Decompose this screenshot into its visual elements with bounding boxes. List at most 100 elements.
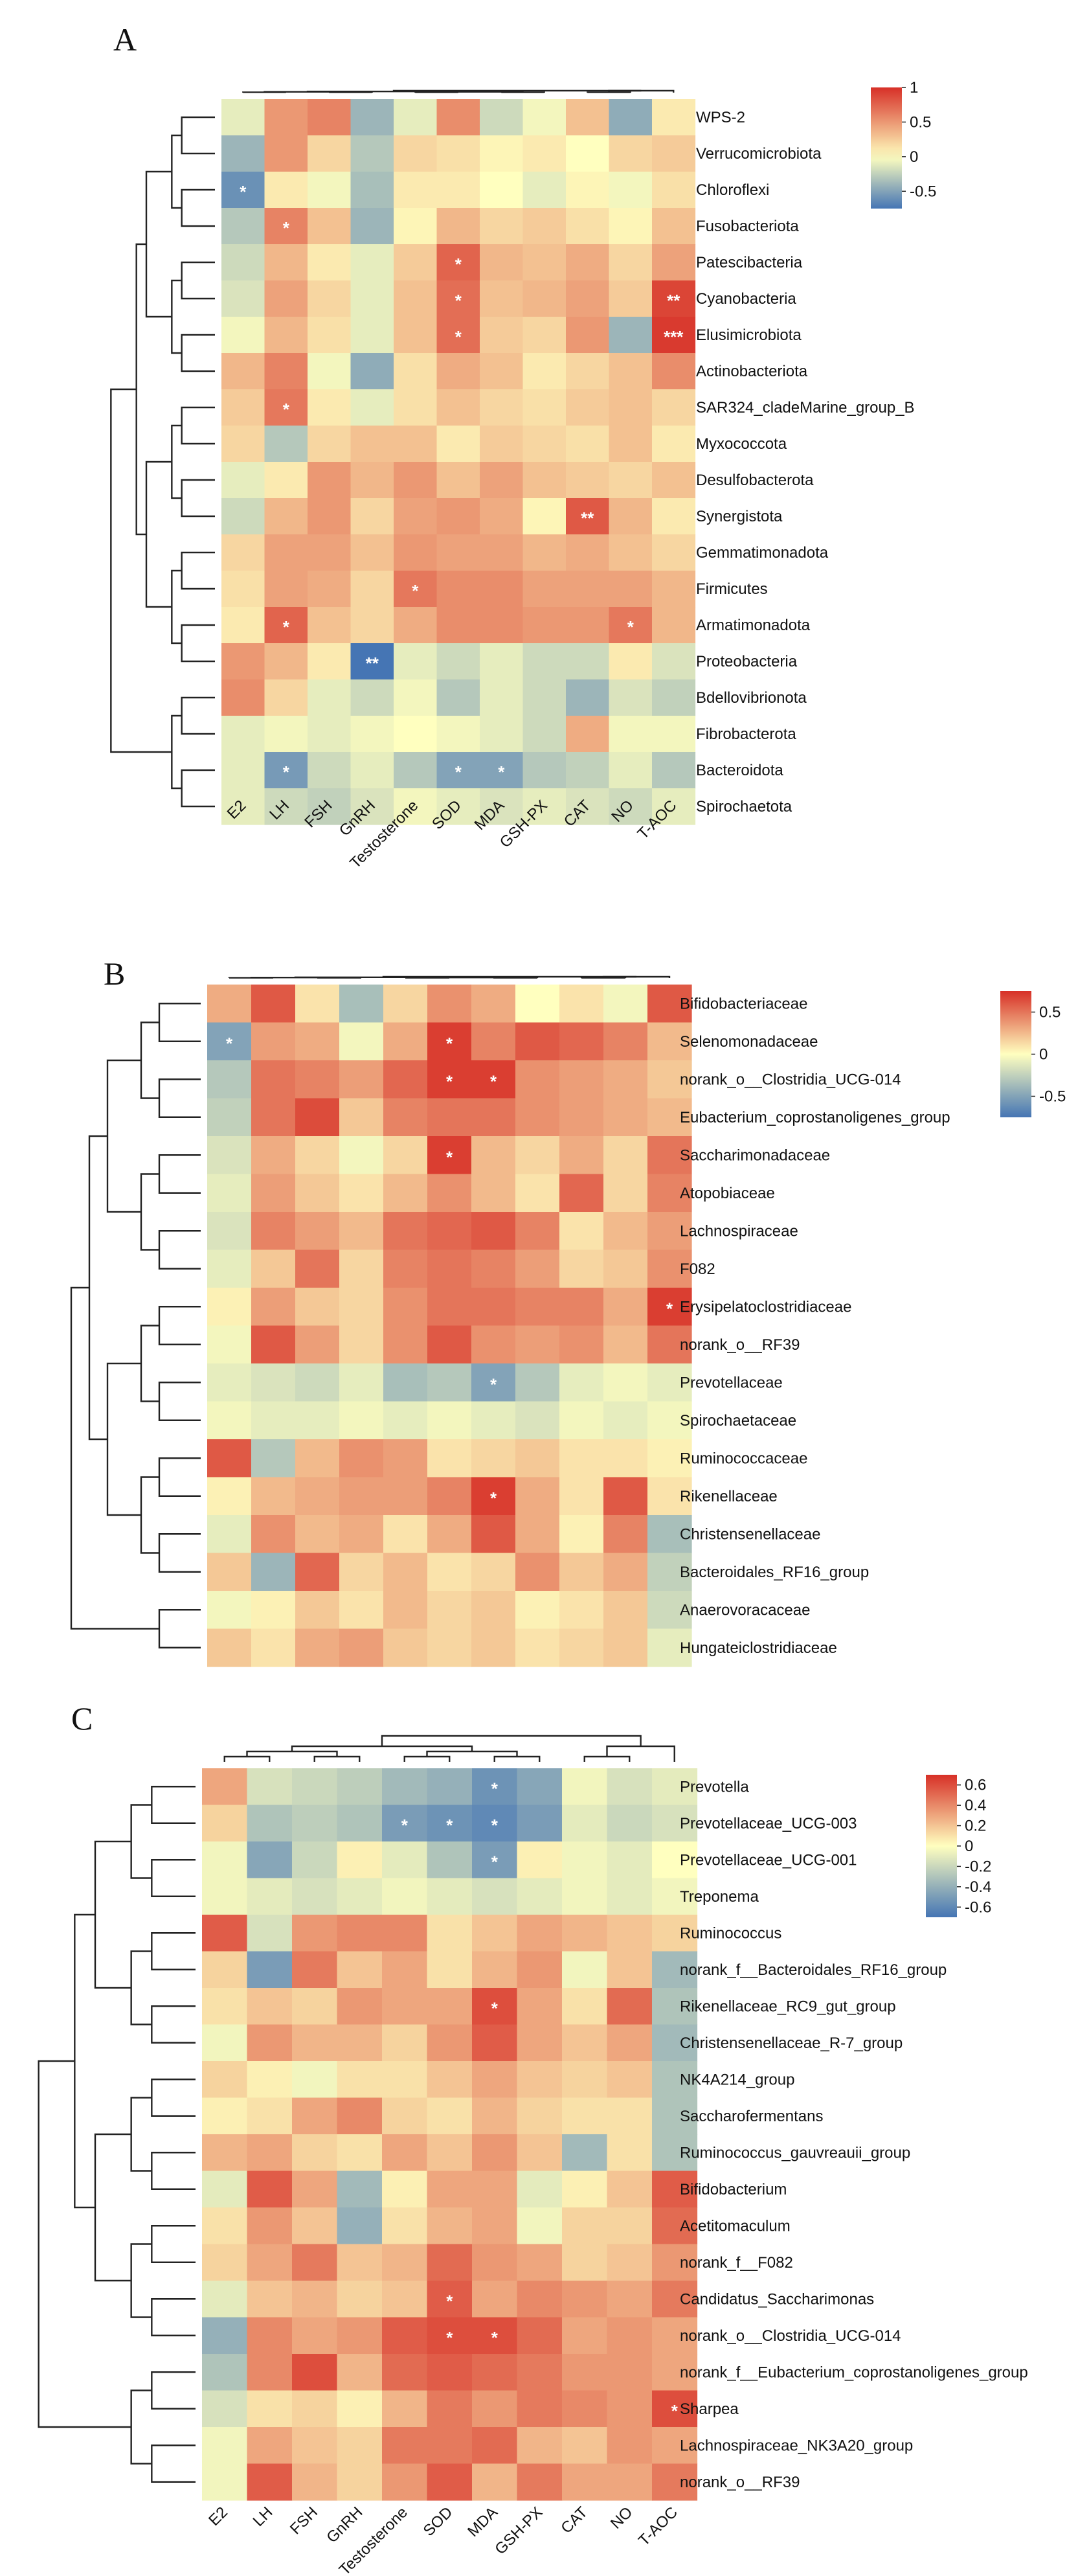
row-dendrogram-branch bbox=[151, 1786, 196, 1824]
heatmap-cell bbox=[652, 2061, 698, 2099]
heatmap-cell bbox=[383, 1515, 428, 1554]
heatmap-cell bbox=[603, 1249, 648, 1288]
heatmap-cell bbox=[472, 2463, 518, 2501]
heatmap-cell bbox=[247, 2390, 293, 2428]
heatmap-cell bbox=[607, 2281, 653, 2318]
heatmap-cell bbox=[566, 571, 610, 608]
legend-tick-label: 0.5 bbox=[910, 113, 931, 131]
heatmap-cell bbox=[603, 1288, 648, 1327]
heatmap-cell bbox=[337, 2390, 383, 2428]
heatmap-cell bbox=[394, 462, 438, 499]
heatmap-cell bbox=[427, 1805, 473, 1842]
heatmap-cell bbox=[247, 1915, 293, 1952]
heatmap-cell bbox=[559, 1288, 604, 1327]
heatmap-cell bbox=[295, 1174, 340, 1213]
heatmap-cell bbox=[308, 498, 352, 535]
heatmap-cell bbox=[383, 1022, 428, 1061]
heatmap-cell bbox=[394, 716, 438, 753]
heatmap-cell bbox=[339, 1477, 384, 1516]
heatmap-cell bbox=[566, 607, 610, 644]
heatmap-cell bbox=[339, 1515, 384, 1554]
heatmap-cell bbox=[308, 172, 352, 209]
heatmap-cell bbox=[382, 1915, 428, 1952]
heatmap-cell bbox=[337, 1915, 383, 1952]
row-label: Eubacterium_coprostanoligenes_group bbox=[680, 1109, 950, 1126]
significance-star: * bbox=[455, 255, 462, 274]
row-label: norank_f__Eubacterium_coprostanoligenes_… bbox=[680, 2364, 1028, 2381]
column-label: LH bbox=[250, 2503, 276, 2530]
heatmap-cell bbox=[308, 752, 352, 789]
heatmap-cell bbox=[472, 1915, 518, 1952]
heatmap-cell bbox=[517, 2207, 563, 2245]
heatmap-cell bbox=[559, 1628, 604, 1667]
heatmap-cell bbox=[472, 1951, 518, 1989]
heatmap-cell bbox=[264, 244, 308, 281]
row-label: Bifidobacterium bbox=[680, 2181, 787, 2198]
heatmap-cell bbox=[427, 1060, 472, 1099]
heatmap-cell bbox=[308, 317, 352, 354]
heatmap-cell bbox=[517, 2061, 563, 2099]
heatmap-cell bbox=[559, 1174, 604, 1213]
heatmap-cell bbox=[609, 426, 653, 462]
heatmap-cell bbox=[247, 2427, 293, 2465]
heatmap-cell bbox=[337, 2354, 383, 2391]
row-dendrogram-branch bbox=[88, 1135, 107, 1441]
heatmap-cell bbox=[559, 1249, 604, 1288]
heatmap-cell bbox=[292, 2317, 338, 2354]
heatmap-cell bbox=[609, 280, 653, 317]
heatmap-cell bbox=[295, 1249, 340, 1288]
heatmap-cell bbox=[247, 1988, 293, 2025]
row-label: Gemmatimonadota bbox=[696, 544, 829, 562]
heatmap-cell bbox=[515, 985, 560, 1023]
heatmap-cell bbox=[517, 1878, 563, 1915]
heatmap-cell bbox=[517, 1915, 563, 1952]
heatmap-cell bbox=[202, 1805, 248, 1842]
heatmap-cell bbox=[427, 1951, 473, 1989]
row-dendrogram-branch bbox=[140, 1325, 159, 1402]
heatmap-cell bbox=[562, 2134, 608, 2172]
heatmap-cell bbox=[350, 716, 394, 753]
significance-star: * bbox=[446, 2328, 453, 2347]
row-label: Firmicutes bbox=[696, 580, 768, 598]
heatmap-cell bbox=[221, 135, 265, 172]
heatmap-cell bbox=[471, 1022, 516, 1061]
heatmap-cell bbox=[652, 280, 696, 317]
heatmap-cell bbox=[480, 317, 524, 354]
heatmap-cell bbox=[207, 1515, 252, 1554]
heatmap-cell bbox=[350, 752, 394, 789]
row-dendrogram-branch bbox=[158, 1382, 201, 1421]
heatmap-cell bbox=[292, 2171, 338, 2208]
heatmap-cell bbox=[517, 2134, 563, 2172]
heatmap-cell bbox=[427, 2281, 473, 2318]
heatmap-cell bbox=[647, 1591, 692, 1630]
heatmap-cell bbox=[339, 1212, 384, 1251]
heatmap-cell bbox=[427, 1288, 472, 1327]
row-dendrogram-branch bbox=[181, 551, 215, 590]
column-dendrogram-branch bbox=[403, 1755, 451, 1762]
heatmap-cell bbox=[295, 1628, 340, 1667]
heatmap-cell bbox=[609, 752, 653, 789]
heatmap-cell bbox=[202, 2354, 248, 2391]
heatmap-cell bbox=[337, 2427, 383, 2465]
heatmap-cell bbox=[480, 280, 524, 317]
significance-star: * bbox=[455, 291, 462, 310]
row-dendrogram-branch bbox=[74, 1913, 95, 2209]
heatmap-cell bbox=[350, 280, 394, 317]
row-dendrogram-branch bbox=[171, 714, 182, 790]
heatmap-cell bbox=[559, 1098, 604, 1137]
row-dendrogram-branch bbox=[171, 279, 182, 354]
heatmap-cell bbox=[652, 2281, 698, 2318]
heatmap-cell bbox=[292, 2134, 338, 2172]
heatmap-cell bbox=[264, 99, 308, 136]
row-label: Rikenellaceae_RC9_gut_group bbox=[680, 1998, 896, 2015]
heatmap-cell bbox=[382, 2427, 428, 2465]
row-label: Myxococcota bbox=[696, 435, 787, 453]
heatmap-cell bbox=[607, 2061, 653, 2099]
heatmap-cell bbox=[292, 1951, 338, 1989]
heatmap-cell bbox=[515, 1553, 560, 1591]
heatmap-cell bbox=[251, 985, 296, 1023]
heatmap-cell bbox=[207, 1136, 252, 1175]
heatmap-cell bbox=[337, 2317, 383, 2354]
heatmap-cell bbox=[292, 1878, 338, 1915]
heatmap-cell bbox=[394, 280, 438, 317]
